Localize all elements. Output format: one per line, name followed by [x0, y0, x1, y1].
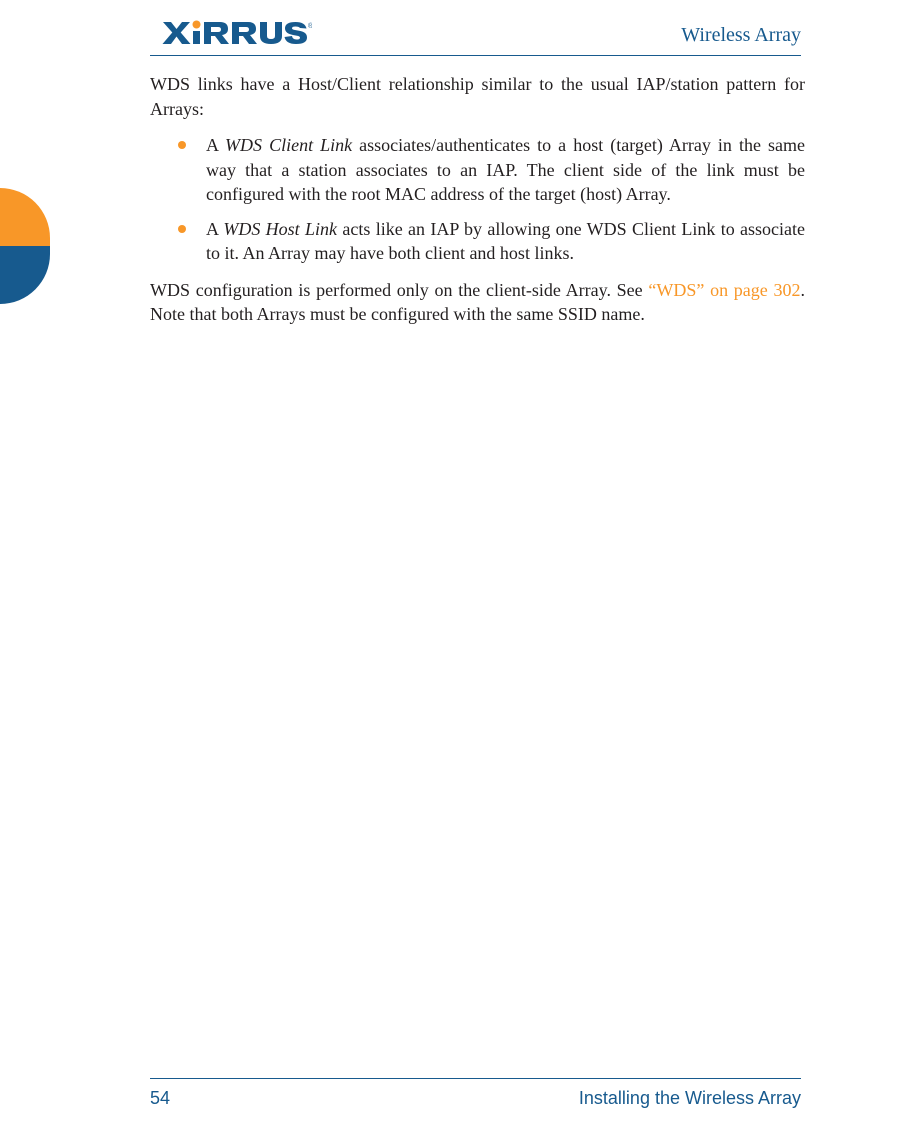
page-number: 54: [150, 1088, 170, 1109]
svg-text:®: ®: [308, 22, 312, 30]
header-title: Wireless Array: [681, 24, 801, 47]
header-rule: [150, 55, 801, 56]
bullet-text-italic: WDS Host Link: [223, 219, 337, 239]
bullet-text-lead: A: [206, 219, 223, 239]
page-header: ® Wireless Array: [150, 22, 801, 54]
page-footer: 54 Installing the Wireless Array: [150, 1085, 801, 1109]
paragraph-intro: WDS links have a Host/Client relationshi…: [150, 72, 805, 121]
list-item: A WDS Client Link associates/authenticat…: [150, 133, 805, 207]
para2-pre: WDS configuration is performed only on t…: [150, 280, 648, 300]
paragraph-config: WDS configuration is performed only on t…: [150, 278, 805, 327]
bullet-list: A WDS Client Link associates/authenticat…: [150, 133, 805, 266]
footer-rule: [150, 1078, 801, 1079]
bullet-text-italic: WDS Client Link: [225, 135, 352, 155]
bullet-text-lead: A: [206, 135, 225, 155]
xirrus-logo-icon: ®: [162, 19, 312, 52]
body-content: WDS links have a Host/Client relationshi…: [150, 72, 805, 339]
wds-cross-reference-link[interactable]: “WDS” on page 302: [648, 280, 800, 300]
side-tab-icon: [0, 188, 50, 304]
footer-section-title: Installing the Wireless Array: [579, 1088, 801, 1109]
document-page: ® Wireless Array WDS links have a Host/C…: [0, 0, 901, 1137]
list-item: A WDS Host Link acts like an IAP by allo…: [150, 217, 805, 266]
